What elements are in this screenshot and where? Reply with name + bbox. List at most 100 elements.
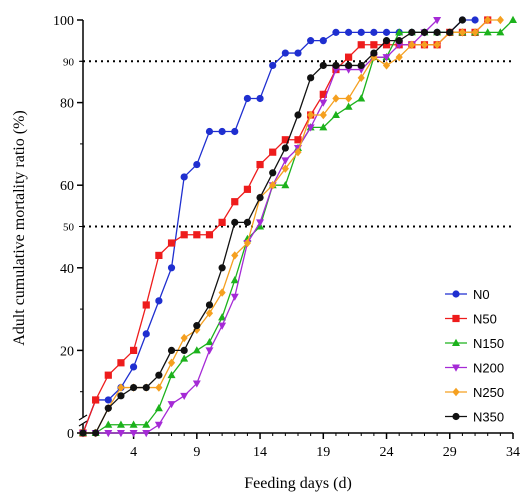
series-line-N250 (83, 19, 501, 434)
data-point-N350 (344, 61, 353, 70)
data-point-N250 (281, 164, 289, 173)
data-point-N50 (129, 346, 138, 354)
data-point-N350 (433, 28, 441, 36)
data-point-N150 (192, 346, 201, 354)
data-point-N250 (319, 110, 327, 120)
data-point-N0 (142, 330, 150, 338)
legend-label-N350: N350 (473, 410, 504, 425)
x-tick-label: 14 (253, 445, 267, 460)
data-point-N250 (357, 73, 365, 83)
data-point-N250 (117, 383, 125, 392)
x-tick-label: 19 (316, 445, 330, 460)
data-point-N250 (484, 15, 492, 25)
data-point-N0 (332, 28, 340, 36)
y-tick-label: 20 (60, 344, 74, 359)
data-point-N150 (509, 15, 517, 23)
data-point-N200 (281, 157, 290, 165)
data-point-N350 (92, 429, 100, 437)
data-point-N0 (281, 49, 289, 57)
legend-marker-N50 (452, 314, 460, 323)
data-point-N0 (231, 127, 239, 136)
reference-line-label: 90 (63, 56, 75, 68)
series-N50 (79, 16, 492, 437)
data-point-N250 (370, 52, 378, 62)
data-point-N250 (307, 110, 315, 120)
data-point-N150 (104, 420, 113, 428)
legend-label-N150: N150 (473, 336, 504, 351)
data-point-N350 (294, 111, 302, 119)
data-point-N200 (230, 293, 239, 301)
series-line-N150 (83, 19, 514, 434)
data-point-N50 (193, 231, 201, 239)
data-point-N50 (205, 231, 214, 239)
data-point-N0 (256, 94, 264, 103)
data-point-N250 (471, 28, 479, 37)
data-point-N350 (256, 193, 264, 202)
data-point-N50 (319, 90, 327, 98)
x-tick-label: 29 (443, 445, 457, 460)
data-point-N350 (142, 383, 150, 392)
data-point-N150 (281, 181, 290, 189)
data-point-N350 (420, 28, 429, 36)
reference-line-label: 50 (63, 222, 75, 234)
data-point-N250 (408, 40, 416, 49)
legend-marker-N200 (452, 364, 460, 372)
data-point-N250 (269, 181, 277, 190)
data-point-N50 (357, 41, 365, 49)
data-point-N150 (142, 420, 151, 428)
data-point-N50 (344, 53, 353, 61)
legend-marker-N350 (452, 412, 460, 421)
x-tick-label: 9 (193, 445, 200, 460)
data-point-N0 (180, 173, 188, 181)
data-point-N0 (269, 61, 277, 70)
data-point-N50 (243, 185, 252, 193)
data-point-N250 (180, 333, 188, 343)
y-tick-label: 0 (67, 427, 74, 442)
data-point-N250 (231, 251, 239, 260)
data-point-N250 (458, 28, 467, 37)
data-point-N150 (331, 110, 340, 118)
data-point-N0 (167, 264, 176, 272)
data-point-N150 (154, 404, 163, 412)
data-point-N350 (129, 383, 138, 392)
data-point-N350 (395, 37, 403, 45)
data-point-N200 (142, 430, 151, 438)
data-point-N50 (231, 198, 239, 206)
data-point-N350 (180, 346, 188, 354)
x-tick-label: 4 (130, 445, 137, 460)
data-point-N200 (104, 430, 113, 438)
data-point-N200 (256, 219, 265, 227)
data-point-N0 (307, 37, 315, 45)
x-tick-label: 24 (380, 445, 394, 460)
data-point-N0 (155, 297, 163, 305)
series-line-N350 (83, 19, 463, 434)
legend-item-N150: N150 (445, 336, 504, 351)
data-point-N50 (142, 301, 150, 309)
legend-item-N0: N0 (445, 287, 490, 302)
y-axis-break-mark (78, 414, 88, 421)
data-point-N50 (104, 371, 112, 379)
data-point-N200 (180, 392, 189, 401)
data-point-N150 (319, 123, 328, 131)
data-point-N250 (332, 94, 340, 103)
data-point-N150 (230, 275, 239, 284)
data-point-N0 (344, 28, 353, 36)
legend-label-N200: N200 (473, 361, 504, 376)
legend-label-N50: N50 (473, 312, 497, 327)
data-point-N350 (281, 144, 289, 152)
legend-item-N250: N250 (445, 385, 504, 400)
data-point-N150 (344, 102, 353, 110)
data-point-N200 (205, 347, 214, 355)
data-point-N150 (483, 28, 492, 36)
data-point-N50 (281, 136, 289, 144)
data-point-N350 (458, 16, 467, 24)
data-point-N50 (167, 239, 176, 247)
data-point-N250 (496, 15, 504, 25)
data-point-N50 (382, 41, 391, 49)
data-point-N0 (357, 28, 365, 36)
reference-lines-layer: 90 50 (63, 56, 513, 234)
series-layer (79, 15, 517, 438)
data-point-N50 (370, 41, 378, 49)
data-point-N250 (344, 94, 353, 103)
data-point-N250 (243, 238, 252, 248)
